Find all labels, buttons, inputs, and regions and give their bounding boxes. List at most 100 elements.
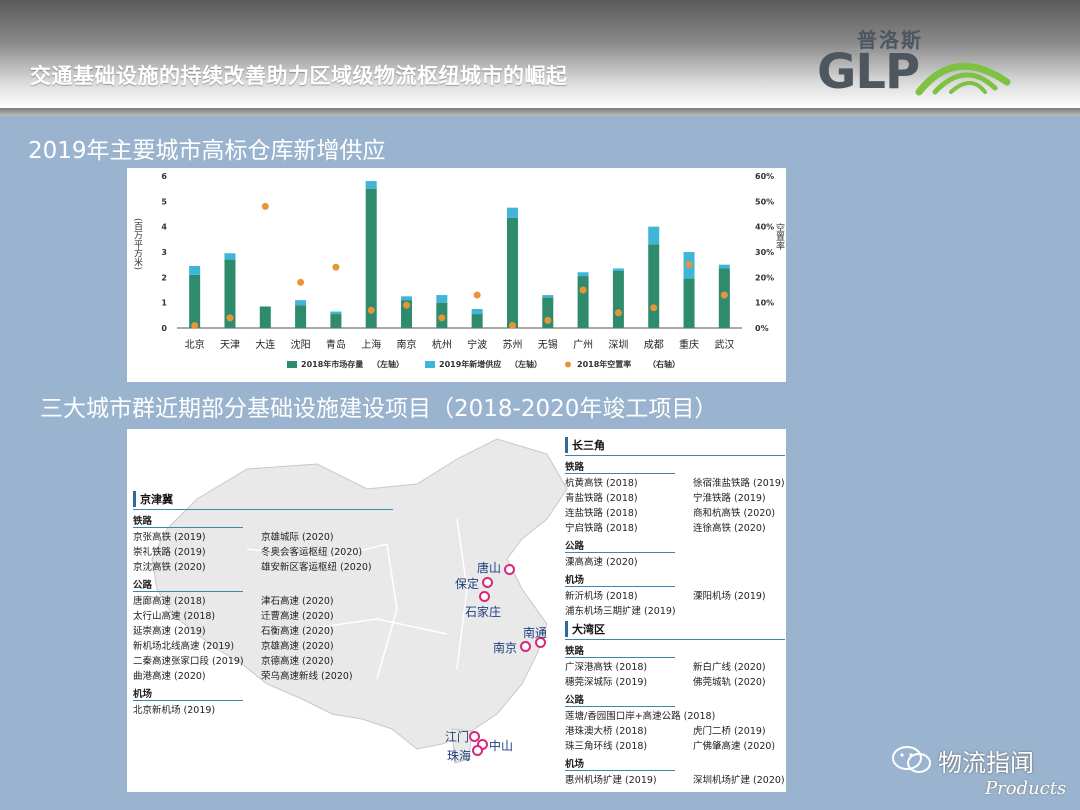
project-item: 曲港高速 (2020) [133, 671, 206, 682]
bar-supply [648, 226, 660, 245]
project-item: 延崇高速 (2019) [133, 626, 206, 637]
project-item: 京沈高铁 (2020) [133, 562, 206, 573]
category-label: 机场 [133, 689, 153, 700]
bar-stock [577, 276, 589, 328]
jjj-projects-panel: 京津冀 铁路 京张高铁 (2019) 京雄城际 (2020) 崇礼铁路 (2019) 冬奥… [133, 491, 393, 718]
y-tick-label: 3 [161, 248, 167, 257]
bar-stock [683, 278, 695, 328]
project-item: 迁曹高速 (2020) [261, 611, 334, 622]
project-row: 穗莞深城际 (2019) 佛莞城轨 (2020) [565, 675, 785, 690]
bar-stock [189, 274, 201, 328]
vacancy-point [720, 291, 728, 299]
header-divider [0, 108, 1080, 116]
city-label-zhuhai: 珠海 [447, 749, 472, 763]
vacancy-point [579, 286, 587, 294]
project-item: 溧阳机场 (2019) [693, 591, 766, 602]
project-item: 溧高高速 (2020) [565, 557, 638, 568]
y2-tick-label: 30% [755, 248, 774, 257]
project-row: 崇礼铁路 (2019) 冬奥会客运枢纽 (2020) [133, 545, 393, 560]
project-row: 新机场北线高速 (2019) 京雄高速 (2020) [133, 639, 393, 654]
city-marker-baoding [482, 577, 493, 588]
city-label-zhongshan: 中山 [489, 739, 514, 753]
x-tick-label: 上海 [361, 338, 381, 351]
project-item: 连盐铁路 (2018) [565, 508, 638, 519]
page-title: 交通基础设施的持续改善助力区域级物流枢纽城市的崛起 [30, 64, 568, 88]
project-item: 港珠澳大桥 (2018) [565, 726, 648, 737]
y-tick-label: 0 [161, 324, 167, 333]
bar-supply [330, 311, 342, 315]
project-row: 杭黄高铁 (2018) 徐宿淮盐铁路 (2019) [565, 476, 785, 491]
category-label: 公路 [565, 541, 585, 552]
project-row: 莲塘/香园围口岸+高速公路 (2018) [565, 709, 785, 724]
panel-divider [133, 509, 393, 510]
bar-supply [224, 253, 236, 260]
bar-supply [365, 181, 377, 189]
y2-tick-label: 20% [755, 273, 774, 282]
vacancy-point [438, 314, 446, 322]
bar-stock [542, 297, 554, 328]
dwq-projects-panel: 大湾区 铁路 广深港高铁 (2018) 新白广线 (2020) 穗莞深城际 (2019)… [565, 621, 785, 788]
project-row: 宁启铁路 (2018) 连徐高铁 (2020) [565, 521, 785, 536]
glp-logo: 普洛斯 GLP [815, 22, 1015, 102]
panel-divider [565, 455, 785, 456]
project-item: 太行山高速 (2018) [133, 611, 216, 622]
y2-tick-label: 0% [755, 324, 769, 333]
watermark-text: 物流指闻 [938, 749, 1034, 777]
legend-label: 2018年空置率 [577, 359, 631, 369]
project-item: 深圳机场扩建 (2020) [693, 775, 785, 786]
project-item: 珠三角环线 (2018) [565, 741, 648, 752]
panel-divider [565, 639, 785, 640]
city-label-shijiazhuang: 石家庄 [465, 605, 502, 619]
category-divider [565, 473, 675, 474]
x-tick-label: 杭州 [432, 338, 452, 351]
project-item: 京雄高速 (2020) [261, 641, 334, 652]
bar-chart-panel: 0 1 2 3 4 5 6 0% 10% 20% 30% 40% 50% 60% 北京 天津 大连 沈阳 青岛 上海南… [127, 168, 786, 382]
project-item: 广佛肇高速 (2020) [693, 741, 776, 752]
project-item: 新沂机场 (2018) [565, 591, 638, 602]
project-row: 惠州机场扩建 (2019) 深圳机场扩建 (2020) [565, 773, 785, 788]
x-tick-label: 南京 [397, 338, 417, 351]
project-item: 连徐高铁 (2020) [693, 523, 766, 534]
y2-tick-label: 50% [755, 197, 774, 206]
project-item: 北京新机场 (2019) [133, 705, 216, 716]
legend-label: 2018年市场存量 [301, 359, 363, 369]
project-row: 浦东机场三期扩建 (2019) [565, 604, 785, 619]
y2-tick-label: 60% [755, 172, 774, 181]
category-divider [565, 657, 675, 658]
vacancy-point [544, 316, 552, 324]
category-label: 铁路 [565, 462, 585, 473]
logo-en-text: GLP [817, 44, 920, 100]
category-divider [565, 552, 675, 553]
city-marker-tangshan [504, 564, 515, 575]
bar-stock [612, 271, 624, 328]
vacancy-point [508, 321, 516, 329]
vacancy-point [332, 263, 340, 271]
bar-supply [295, 300, 307, 306]
project-item: 石衡高速 (2020) [261, 626, 334, 637]
city-label-nantong: 南通 [523, 626, 548, 640]
project-item: 京德高速 (2020) [261, 656, 334, 667]
bar-stock [259, 306, 271, 328]
project-item: 新机场北线高速 (2019) [133, 641, 235, 652]
category-divider [565, 770, 675, 771]
bar-chart: 01234560%10%20%30%40%50%60%北京 天津 大连 沈阳 青岛 上海南… [161, 172, 774, 369]
x-tick-label: 无锡 [538, 338, 558, 351]
x-tick-label: 成都 [644, 339, 664, 351]
y-tick-label: 4 [161, 223, 167, 232]
project-row: 北京新机场 (2019) [133, 703, 393, 718]
project-row: 京张高铁 (2019) 京雄城际 (2020) [133, 530, 393, 545]
city-marker-jiangmen [469, 731, 480, 742]
category-label: 公路 [565, 695, 585, 706]
city-marker-zhuhai [472, 745, 483, 756]
x-tick-label: 沈阳 [291, 338, 311, 351]
y-tick-label: 5 [161, 197, 167, 206]
project-item: 唐廊高速 (2018) [133, 596, 206, 607]
project-item: 雄安新区客运枢纽 (2020) [261, 562, 372, 573]
category-label: 公路 [133, 580, 153, 591]
project-item: 莲塘/香园围口岸+高速公路 (2018) [565, 711, 716, 722]
project-item: 青盐铁路 (2018) [565, 493, 638, 504]
logo-cn-text: 普洛斯 [857, 28, 923, 52]
legend-axis-note: （左轴） [510, 359, 542, 369]
panel-title: 京津冀 [133, 491, 393, 507]
legend-swatch [287, 361, 297, 368]
